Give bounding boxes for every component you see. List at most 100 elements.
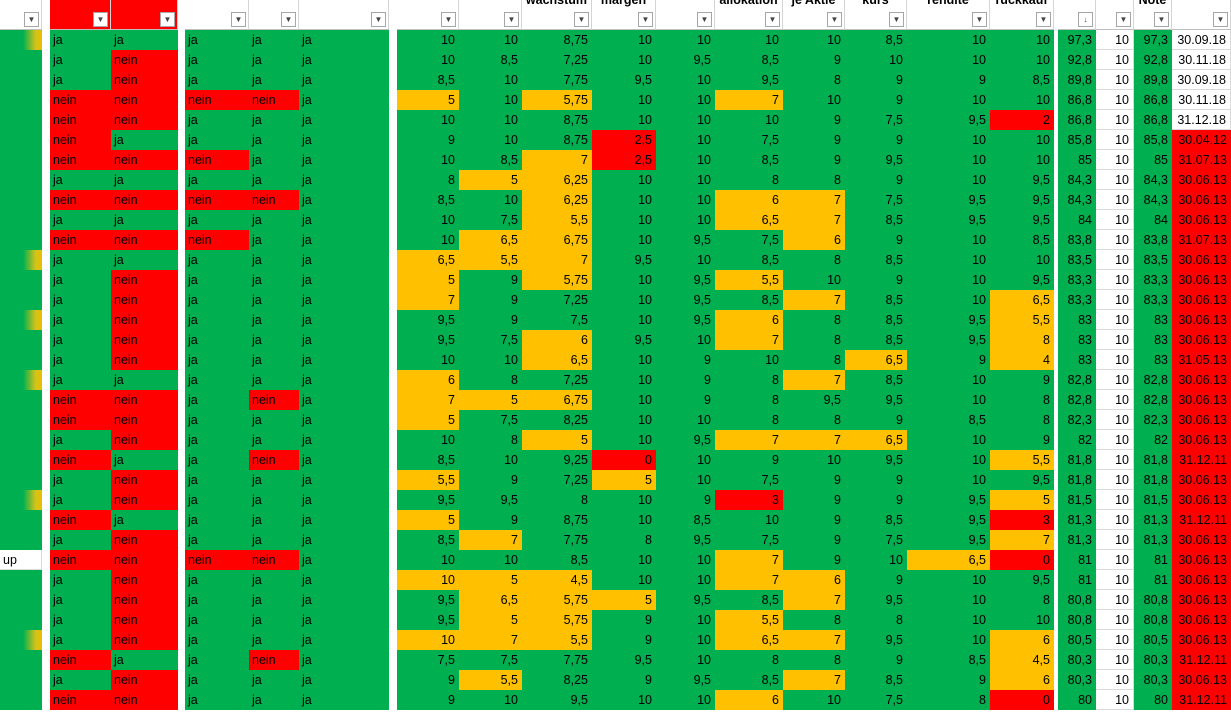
table-cell[interactable]: 0: [990, 690, 1054, 710]
table-cell[interactable]: 7: [459, 630, 522, 650]
table-cell[interactable]: 10: [656, 470, 715, 490]
table-cell[interactable]: 10: [1096, 210, 1134, 230]
sort-descending-icon[interactable]: ↓: [1078, 12, 1093, 27]
table-cell[interactable]: 10: [907, 230, 990, 250]
table-cell[interactable]: [0, 390, 42, 410]
table-cell[interactable]: ja: [111, 170, 178, 190]
dropdown-arrow-icon[interactable]: ▼: [160, 12, 175, 27]
table-cell[interactable]: 10: [397, 550, 459, 570]
table-cell[interactable]: 10: [656, 90, 715, 110]
table-cell[interactable]: ja: [299, 310, 389, 330]
table-cell[interactable]: ja: [299, 510, 389, 530]
table-cell[interactable]: 10: [990, 30, 1054, 50]
table-cell[interactable]: 10: [907, 250, 990, 270]
table-cell[interactable]: ja: [50, 490, 111, 510]
table-cell[interactable]: [0, 590, 42, 610]
table-cell[interactable]: 8,5: [715, 670, 783, 690]
table-cell[interactable]: ja: [249, 630, 299, 650]
table-cell[interactable]: 9,5: [397, 590, 459, 610]
table-cell[interactable]: 7: [990, 530, 1054, 550]
table-cell[interactable]: 6,75: [522, 230, 592, 250]
table-cell[interactable]: 9,5: [656, 290, 715, 310]
table-cell[interactable]: ja: [185, 30, 249, 50]
table-cell[interactable]: nein: [249, 650, 299, 670]
table-cell[interactable]: 9,5: [907, 110, 990, 130]
table-cell[interactable]: [0, 350, 42, 370]
table-cell[interactable]: 9: [783, 110, 845, 130]
table-cell[interactable]: 10: [592, 490, 656, 510]
table-cell[interactable]: 10: [592, 170, 656, 190]
table-cell[interactable]: nein: [185, 230, 249, 250]
table-cell[interactable]: 7,5: [459, 650, 522, 670]
table-cell[interactable]: 10: [907, 450, 990, 470]
table-cell[interactable]: 6: [783, 570, 845, 590]
table-cell[interactable]: 7: [783, 670, 845, 690]
table-cell[interactable]: 31.12.11: [1172, 690, 1231, 710]
table-cell[interactable]: ja: [299, 90, 389, 110]
table-cell[interactable]: 10: [459, 690, 522, 710]
table-cell[interactable]: 10: [592, 390, 656, 410]
table-cell[interactable]: [0, 630, 42, 650]
table-cell[interactable]: 83,8: [1134, 230, 1172, 250]
table-cell[interactable]: nein: [111, 110, 178, 130]
table-cell[interactable]: 83,5: [1058, 250, 1096, 270]
table-cell[interactable]: 7,5: [845, 110, 907, 130]
table-cell[interactable]: 5: [592, 470, 656, 490]
table-cell[interactable]: 10: [656, 690, 715, 710]
table-cell[interactable]: 84,3: [1134, 190, 1172, 210]
table-cell[interactable]: ja: [249, 590, 299, 610]
table-cell[interactable]: ja: [185, 590, 249, 610]
table-cell[interactable]: [0, 370, 42, 390]
table-cell[interactable]: 9,5: [656, 670, 715, 690]
table-cell[interactable]: ja: [185, 350, 249, 370]
table-cell[interactable]: 7,5: [459, 210, 522, 230]
table-cell[interactable]: ja: [249, 510, 299, 530]
table-cell[interactable]: ja: [185, 450, 249, 470]
table-cell[interactable]: ja: [249, 70, 299, 90]
table-cell[interactable]: 81: [1058, 570, 1096, 590]
table-cell[interactable]: 6: [715, 690, 783, 710]
table-cell[interactable]: ja: [185, 650, 249, 670]
table-cell[interactable]: 8,5: [397, 190, 459, 210]
table-cell[interactable]: 81,3: [1134, 510, 1172, 530]
table-cell[interactable]: 30.06.13: [1172, 490, 1231, 510]
table-cell[interactable]: ja: [249, 110, 299, 130]
table-cell[interactable]: 10: [907, 470, 990, 490]
table-cell[interactable]: 8: [783, 310, 845, 330]
table-cell[interactable]: 8: [783, 650, 845, 670]
table-cell[interactable]: 85,8: [1134, 130, 1172, 150]
table-cell[interactable]: 8,75: [522, 30, 592, 50]
table-cell[interactable]: 5: [459, 170, 522, 190]
table-cell[interactable]: 9: [459, 470, 522, 490]
table-cell[interactable]: 2: [990, 110, 1054, 130]
table-cell[interactable]: 83,3: [1058, 290, 1096, 310]
table-cell[interactable]: ja: [299, 230, 389, 250]
table-cell[interactable]: ja: [185, 630, 249, 650]
table-cell[interactable]: 80,8: [1058, 590, 1096, 610]
table-cell[interactable]: 8,5: [715, 290, 783, 310]
table-cell[interactable]: ja: [50, 670, 111, 690]
table-cell[interactable]: ja: [249, 50, 299, 70]
table-cell[interactable]: 10: [656, 210, 715, 230]
table-cell[interactable]: 10: [592, 430, 656, 450]
table-cell[interactable]: 83,3: [1134, 290, 1172, 310]
table-cell[interactable]: [0, 490, 42, 510]
table-cell[interactable]: 8: [715, 650, 783, 670]
table-cell[interactable]: [0, 610, 42, 630]
table-cell[interactable]: ja: [299, 270, 389, 290]
table-cell[interactable]: 10: [1096, 250, 1134, 270]
table-cell[interactable]: 10: [592, 350, 656, 370]
table-cell[interactable]: 10: [1096, 130, 1134, 150]
table-cell[interactable]: 9,5: [990, 470, 1054, 490]
table-cell[interactable]: 8: [783, 350, 845, 370]
table-cell[interactable]: ja: [50, 350, 111, 370]
table-cell[interactable]: ja: [249, 170, 299, 190]
table-cell[interactable]: 9: [845, 490, 907, 510]
table-cell[interactable]: nein: [185, 550, 249, 570]
table-cell[interactable]: nein: [111, 630, 178, 650]
table-cell[interactable]: 8: [907, 690, 990, 710]
table-cell[interactable]: ja: [249, 470, 299, 490]
table-cell[interactable]: 9,5: [522, 690, 592, 710]
table-cell[interactable]: ja: [249, 150, 299, 170]
table-cell[interactable]: ja: [185, 370, 249, 390]
